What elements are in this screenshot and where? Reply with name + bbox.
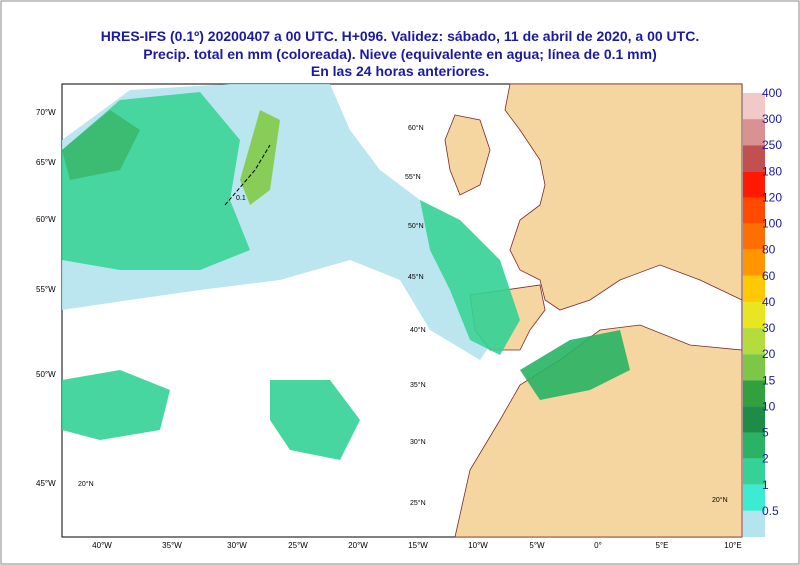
colorbar-swatch bbox=[743, 249, 765, 276]
snow-line bbox=[224, 144, 271, 206]
title-line: HRES-IFS (0.1º) 20200407 a 00 UTC. H+096… bbox=[100, 28, 700, 44]
precip-heavy bbox=[62, 110, 140, 180]
grid-label: 30°N bbox=[410, 438, 426, 446]
colorbar-swatch bbox=[743, 171, 765, 198]
colorbar-label: 60 bbox=[762, 269, 776, 283]
lon-label: 5°E bbox=[656, 541, 669, 550]
colorbar-label: 5 bbox=[762, 426, 769, 440]
colorbar-swatch bbox=[743, 406, 765, 433]
lon-label: 40°W bbox=[92, 541, 112, 550]
grid-label: 45°N bbox=[408, 273, 424, 281]
grid-label: 20°N bbox=[78, 480, 94, 488]
precip-iberia bbox=[420, 200, 520, 355]
colorbar-swatch bbox=[743, 119, 765, 146]
colorbar-swatch bbox=[743, 432, 765, 459]
title-line: Precip. total en mm (coloreada). Nieve (… bbox=[143, 46, 657, 62]
grid-label: 20°N bbox=[712, 496, 728, 504]
lon-label: 10°W bbox=[468, 541, 488, 550]
colorbar-label: 120 bbox=[762, 190, 782, 204]
colorbar-swatch bbox=[743, 93, 765, 120]
lat-label: 70°W bbox=[36, 108, 56, 117]
europe-africa bbox=[454, 83, 743, 538]
colorbar-label: 20 bbox=[762, 347, 776, 361]
colorbar-swatch bbox=[743, 275, 765, 302]
colorbar-swatch bbox=[743, 197, 765, 224]
colorbar-label: 300 bbox=[762, 112, 782, 126]
grid-label: 25°N bbox=[410, 499, 426, 507]
colorbar-label: 2 bbox=[762, 452, 769, 466]
colorbar-label: 0.5 bbox=[762, 504, 779, 518]
lon-label: 20°W bbox=[348, 541, 368, 550]
lon-label: 5°W bbox=[529, 541, 545, 550]
colorbar-swatch bbox=[743, 458, 765, 485]
colorbar-label: 40 bbox=[762, 295, 776, 309]
precip-africa bbox=[520, 330, 630, 400]
colorbar-swatch bbox=[743, 354, 765, 381]
colorbar-swatch bbox=[743, 484, 765, 511]
lat-label: 50°W bbox=[36, 370, 56, 379]
colorbar-swatch bbox=[743, 301, 765, 329]
colorbar-label: 10 bbox=[762, 399, 776, 413]
lat-label: 45°W bbox=[36, 479, 56, 488]
lon-label: 35°W bbox=[162, 541, 182, 550]
colorbar-label: 250 bbox=[762, 138, 782, 152]
lat-label: 65°W bbox=[36, 158, 56, 167]
colorbar-label: 180 bbox=[762, 164, 782, 178]
colorbar-label: 30 bbox=[762, 321, 776, 335]
lon-label: 30°W bbox=[227, 541, 247, 550]
grid-label: 35°N bbox=[410, 381, 426, 389]
colorbar-label: 400 bbox=[762, 86, 782, 100]
grid-label: 0.1 bbox=[236, 195, 246, 202]
colorbar-label: 100 bbox=[762, 217, 782, 231]
grid-label: 50°N bbox=[408, 222, 424, 230]
british-isles bbox=[444, 114, 491, 196]
colorbar-swatch bbox=[743, 223, 765, 250]
grid-label: 40°N bbox=[410, 326, 426, 334]
colorbar-label: 80 bbox=[762, 243, 776, 257]
colorbar-swatch bbox=[743, 145, 765, 172]
colorbar-label: 15 bbox=[762, 373, 776, 387]
lon-label: 25°W bbox=[288, 541, 308, 550]
lat-label: 60°W bbox=[36, 215, 56, 224]
precip-west bbox=[62, 370, 170, 440]
lon-label: 10°E bbox=[724, 541, 741, 550]
colorbar-swatch bbox=[743, 380, 765, 407]
precip-center bbox=[270, 380, 360, 460]
colorbar-swatch bbox=[743, 328, 765, 355]
precipitation bbox=[62, 84, 630, 460]
lon-label: 15°W bbox=[408, 541, 428, 550]
lat-label: 55°W bbox=[36, 285, 56, 294]
precip-band bbox=[240, 110, 280, 205]
grid-label: 55°N bbox=[405, 173, 421, 181]
lon-label: 0° bbox=[594, 541, 602, 550]
colorbar-label: 1 bbox=[762, 478, 769, 492]
colorbar-swatch bbox=[743, 510, 765, 537]
title-line: En las 24 horas anteriores. bbox=[310, 63, 490, 79]
grid-label: 60°N bbox=[408, 124, 424, 132]
